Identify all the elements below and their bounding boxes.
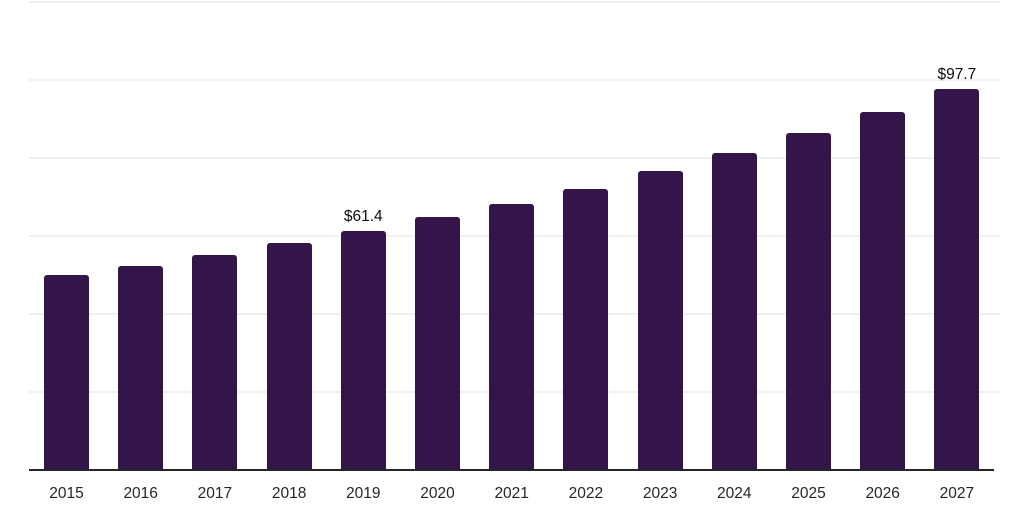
x-tick-label-2025: 2025 xyxy=(791,485,826,502)
x-tick-label-2018: 2018 xyxy=(271,485,307,502)
x-tick-label-2017: 2017 xyxy=(197,485,233,502)
x-tick-label-2019: 2019 xyxy=(346,485,381,502)
bar-2027 xyxy=(934,88,980,470)
bar-2020 xyxy=(415,217,460,470)
x-tick-label-2023: 2023 xyxy=(642,485,678,502)
gridline xyxy=(29,1,1000,3)
gridline xyxy=(29,157,1000,159)
x-tick-label-2022: 2022 xyxy=(568,485,604,502)
bar-2023 xyxy=(637,171,683,470)
bar-2021 xyxy=(489,204,535,470)
x-tick-label-2024: 2024 xyxy=(717,485,752,502)
x-tick-label-2020: 2020 xyxy=(420,485,455,502)
x-tick-label-2021: 2021 xyxy=(494,485,529,502)
bar-2025 xyxy=(786,133,831,470)
bar-2017 xyxy=(192,255,238,470)
bar-2026 xyxy=(860,112,906,470)
bar-2019 xyxy=(340,230,386,470)
x-tick-label-2026: 2026 xyxy=(865,485,900,502)
bar-value-label-2027: $97.7 xyxy=(937,65,977,83)
bar-2022 xyxy=(563,188,609,470)
x-axis-line xyxy=(29,469,994,471)
bar-2018 xyxy=(266,243,312,470)
x-tick-label-2015: 2015 xyxy=(49,485,84,502)
x-tick-label-2027: 2027 xyxy=(939,485,975,502)
bar-2015 xyxy=(44,275,89,470)
bar-2016 xyxy=(118,265,164,470)
x-tick-label-2016: 2016 xyxy=(123,485,158,502)
bar-2024 xyxy=(711,153,757,470)
bar-value-label-2019: $61.4 xyxy=(343,207,383,225)
gridline xyxy=(29,79,1000,81)
